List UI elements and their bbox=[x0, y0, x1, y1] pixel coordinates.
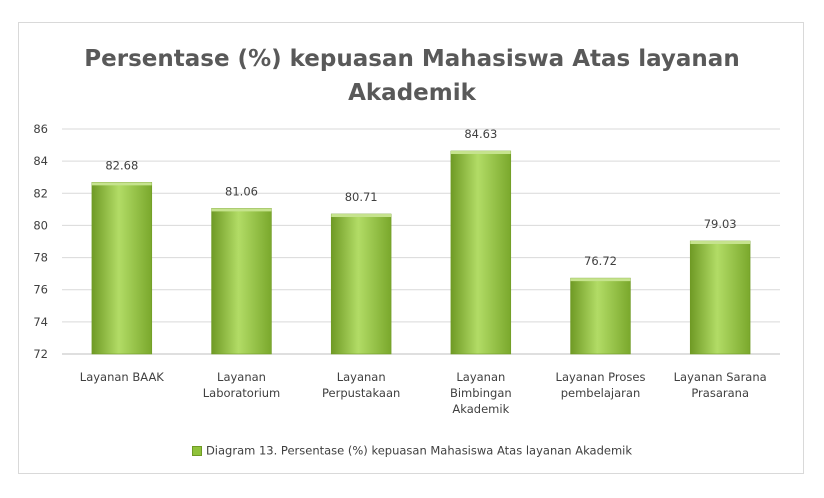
y-tick-label: 80 bbox=[33, 218, 48, 232]
data-labels: 82.68 81.06 80.71 84.63 76.72 79.03 bbox=[105, 127, 736, 268]
legend-label: Diagram 13. Persentase (%) kepuasan Maha… bbox=[205, 443, 633, 458]
bar-top-highlight bbox=[450, 151, 511, 155]
chart-title-line-2: Akademik bbox=[348, 80, 476, 106]
y-tick-label: 84 bbox=[33, 154, 48, 168]
data-label: 80.71 bbox=[345, 190, 378, 204]
x-tick-label: Layanan Laboratorium bbox=[203, 370, 281, 400]
x-axis-labels: Layanan BAAK Layanan Laboratorium Layanan Pe… bbox=[80, 370, 767, 416]
bar bbox=[330, 213, 392, 355]
y-tick-label: 82 bbox=[33, 186, 48, 200]
bar-top-highlight bbox=[570, 278, 631, 282]
chart-title: Persentase (%) kepuasan Mahasiswa Atas l… bbox=[0, 42, 824, 110]
bar-top-highlight bbox=[331, 214, 392, 218]
bar bbox=[450, 150, 512, 355]
y-tick-label: 72 bbox=[33, 347, 48, 361]
y-tick-label: 78 bbox=[33, 251, 48, 265]
x-tick-label: Layanan BAAK bbox=[80, 370, 165, 384]
data-label: 79.03 bbox=[704, 217, 737, 231]
y-tick-label: 76 bbox=[33, 283, 48, 297]
bar bbox=[689, 240, 751, 355]
x-tick-label: Layanan Perpustakaan bbox=[322, 370, 400, 400]
x-tick-label: Layanan Proses pembelajaran bbox=[556, 370, 646, 400]
bar-top-highlight bbox=[211, 208, 272, 212]
bar-top-highlight bbox=[690, 241, 751, 245]
data-label: 82.68 bbox=[105, 158, 138, 172]
y-axis-ticks: 72 74 76 78 80 82 84 86 bbox=[33, 122, 48, 361]
y-tick-label: 74 bbox=[33, 315, 48, 329]
bar-top-highlight bbox=[91, 182, 152, 186]
data-label: 84.63 bbox=[464, 127, 497, 141]
x-tick-label: Layanan Bimbingan Akademik bbox=[450, 370, 512, 416]
bar bbox=[211, 208, 272, 355]
legend: Diagram 13. Persentase (%) kepuasan Maha… bbox=[0, 443, 824, 458]
gridlines bbox=[62, 128, 780, 355]
bar bbox=[91, 182, 153, 355]
bar bbox=[570, 277, 631, 355]
bars bbox=[91, 150, 751, 355]
data-label: 81.06 bbox=[225, 184, 258, 198]
y-tick-label: 86 bbox=[33, 122, 48, 136]
legend-swatch bbox=[191, 445, 202, 456]
x-tick-label: Layanan Sarana Prasarana bbox=[674, 370, 767, 400]
chart-title-line-1: Persentase (%) kepuasan Mahasiswa Atas l… bbox=[84, 46, 740, 72]
data-label: 76.72 bbox=[584, 254, 617, 268]
